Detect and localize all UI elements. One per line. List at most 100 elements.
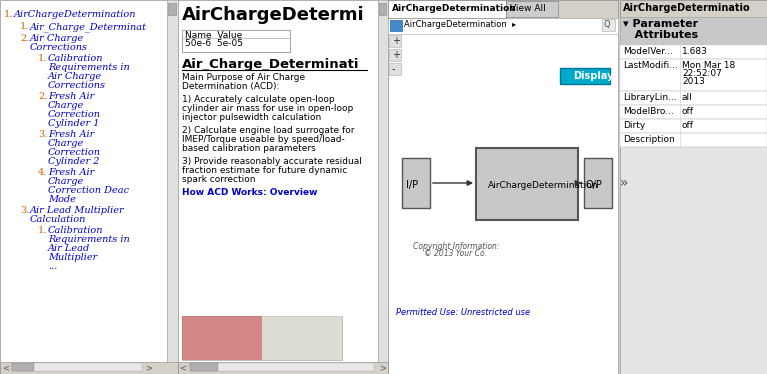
FancyBboxPatch shape [390, 20, 402, 31]
Text: 3.: 3. [20, 206, 29, 215]
Text: <: < [2, 363, 9, 372]
Text: 1.: 1. [38, 54, 48, 63]
FancyBboxPatch shape [602, 19, 615, 31]
FancyBboxPatch shape [620, 17, 767, 45]
Text: Calculation: Calculation [30, 215, 87, 224]
Text: Air_Charge_Determinat: Air_Charge_Determinat [30, 22, 147, 32]
Text: +: + [392, 50, 400, 60]
FancyBboxPatch shape [560, 68, 610, 84]
FancyBboxPatch shape [388, 18, 618, 34]
FancyBboxPatch shape [167, 0, 178, 374]
FancyBboxPatch shape [620, 91, 767, 105]
FancyBboxPatch shape [402, 158, 430, 208]
Text: Main Purpose of Air Charge: Main Purpose of Air Charge [182, 73, 305, 82]
FancyBboxPatch shape [620, 133, 767, 147]
Text: Cylinder 1: Cylinder 1 [48, 119, 100, 128]
Text: Attributes: Attributes [623, 30, 698, 40]
Text: AirChargeDeterminatio: AirChargeDeterminatio [623, 3, 751, 13]
Text: AirChargeDetermination: AirChargeDetermination [488, 181, 598, 190]
Text: +: + [392, 36, 400, 46]
Text: Charge: Charge [48, 139, 84, 148]
Text: Display: Display [573, 71, 614, 81]
Text: 1.: 1. [4, 10, 13, 19]
FancyBboxPatch shape [388, 0, 506, 18]
Text: How ACD Works: Overview: How ACD Works: Overview [182, 188, 318, 197]
Text: 22:52:07: 22:52:07 [682, 69, 722, 78]
Text: injector pulsewidth calculation: injector pulsewidth calculation [182, 113, 321, 122]
FancyBboxPatch shape [190, 363, 218, 371]
Text: based calibration parameters: based calibration parameters [182, 144, 316, 153]
Text: Description: Description [623, 135, 675, 144]
Text: Copyright Information:: Copyright Information: [413, 242, 499, 251]
Text: Determination (ACD):: Determination (ACD): [182, 82, 279, 91]
Text: Calibration: Calibration [48, 226, 104, 235]
Text: 2.: 2. [20, 34, 29, 43]
FancyBboxPatch shape [620, 59, 767, 91]
FancyBboxPatch shape [620, 45, 767, 59]
Text: Air Lead: Air Lead [48, 244, 91, 253]
Text: ...: ... [48, 262, 58, 271]
Text: off: off [682, 107, 694, 116]
Text: View All: View All [510, 4, 546, 13]
FancyBboxPatch shape [620, 119, 767, 133]
Text: Dirty: Dirty [623, 121, 645, 130]
Text: Air Lead Multiplier: Air Lead Multiplier [30, 206, 124, 215]
FancyBboxPatch shape [476, 148, 578, 220]
Text: Corrections: Corrections [48, 81, 106, 90]
FancyBboxPatch shape [389, 63, 401, 75]
Text: Charge: Charge [48, 177, 84, 186]
Text: Air_Charge_Determinati: Air_Charge_Determinati [182, 58, 360, 71]
Text: Multiplier: Multiplier [48, 253, 97, 262]
Text: 2013: 2013 [682, 77, 705, 86]
Text: cylinder air mass for use in open-loop: cylinder air mass for use in open-loop [182, 104, 354, 113]
Text: 3) Provide reasonably accurate residual: 3) Provide reasonably accurate residual [182, 157, 362, 166]
Text: Permitted Use: Unrestricted use: Permitted Use: Unrestricted use [396, 308, 530, 317]
FancyBboxPatch shape [0, 362, 178, 374]
Text: © 2013 Your Co.: © 2013 Your Co. [424, 249, 488, 258]
Text: 1) Accurately calculate open-loop: 1) Accurately calculate open-loop [182, 95, 334, 104]
FancyBboxPatch shape [620, 105, 767, 119]
Text: LastModifi...: LastModifi... [623, 61, 678, 70]
Text: Air Charge: Air Charge [30, 34, 84, 43]
FancyBboxPatch shape [388, 0, 618, 18]
Text: IMEP/Torque useable by speed/load-: IMEP/Torque useable by speed/load- [182, 135, 344, 144]
FancyBboxPatch shape [378, 0, 388, 374]
Text: 2.: 2. [38, 92, 48, 101]
Text: 1.: 1. [20, 22, 29, 31]
Text: 1.683: 1.683 [682, 47, 708, 56]
FancyBboxPatch shape [182, 316, 342, 360]
Text: Correction: Correction [48, 148, 101, 157]
Text: Fresh Air: Fresh Air [48, 130, 94, 139]
FancyBboxPatch shape [506, 1, 558, 17]
Text: Name  Value: Name Value [185, 31, 242, 40]
Text: 4.: 4. [38, 168, 48, 177]
FancyBboxPatch shape [389, 49, 401, 61]
Text: Cylinder 2: Cylinder 2 [48, 157, 100, 166]
Text: Charge: Charge [48, 101, 84, 110]
FancyBboxPatch shape [182, 316, 262, 360]
Text: Q: Q [604, 20, 611, 29]
Text: Corrections: Corrections [30, 43, 88, 52]
Text: AirChargeDetermination  ▸: AirChargeDetermination ▸ [404, 20, 516, 29]
FancyBboxPatch shape [182, 30, 290, 52]
Text: <: < [179, 363, 186, 372]
FancyBboxPatch shape [262, 316, 342, 360]
Text: spark correction: spark correction [182, 175, 255, 184]
Text: Correction Deac: Correction Deac [48, 186, 129, 195]
Text: Requirements in: Requirements in [48, 63, 130, 72]
FancyBboxPatch shape [388, 0, 618, 374]
FancyBboxPatch shape [379, 3, 386, 15]
Text: AirChargeDetermi: AirChargeDetermi [182, 6, 364, 24]
Text: Calibration: Calibration [48, 54, 104, 63]
Text: 50e-6  5e-05: 50e-6 5e-05 [185, 39, 243, 48]
Text: »: » [620, 176, 628, 190]
Text: >: > [379, 363, 386, 372]
Text: Requirements in: Requirements in [48, 235, 130, 244]
Text: -: - [392, 64, 396, 74]
Text: O/P: O/P [586, 180, 603, 190]
FancyBboxPatch shape [178, 0, 378, 374]
Text: >: > [145, 363, 152, 372]
FancyBboxPatch shape [168, 3, 176, 15]
Text: ModelBro...: ModelBro... [623, 107, 674, 116]
Text: 2) Calculate engine load surrogate for: 2) Calculate engine load surrogate for [182, 126, 354, 135]
